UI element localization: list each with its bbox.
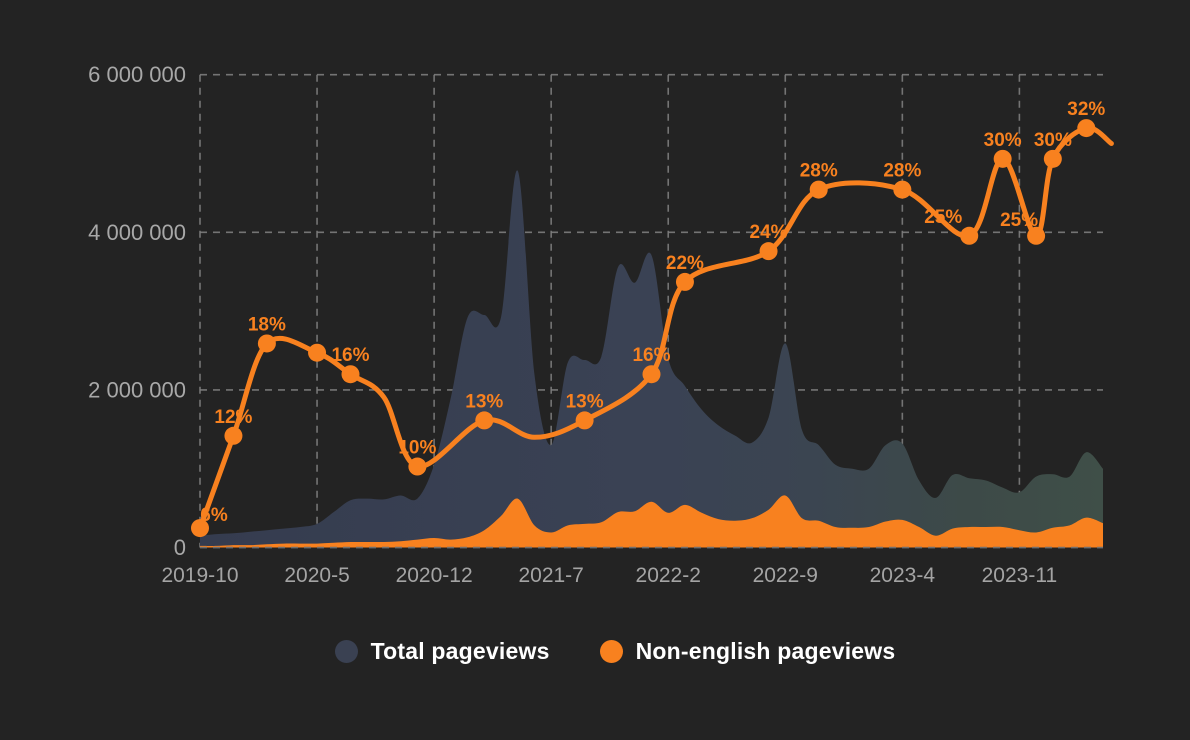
y-axis-tick-label: 0 — [174, 535, 186, 560]
percent-point-marker — [642, 365, 661, 384]
percent-point-label: 13% — [465, 391, 503, 412]
x-axis-tick-label: 2019-10 — [161, 564, 238, 587]
x-axis-tick-label: 2023-4 — [870, 564, 936, 587]
percent-point-marker — [575, 411, 594, 430]
percent-point-marker — [960, 226, 979, 245]
percent-point-label: 24% — [750, 222, 788, 243]
x-axis-tick-label: 2020-5 — [284, 564, 349, 587]
percent-point-label: 30% — [984, 130, 1022, 151]
y-axis-tick-label: 4 000 000 — [88, 220, 186, 245]
x-axis-tick-label: 2023-11 — [982, 564, 1058, 587]
legend-dot-icon — [599, 639, 623, 663]
percent-point-marker — [809, 180, 828, 199]
percent-point-label: 16% — [632, 345, 670, 366]
legend-dot-icon — [334, 639, 358, 663]
percent-point-label: 6% — [200, 505, 228, 526]
percent-point-label: 30% — [1034, 130, 1072, 151]
legend-item-total-pageviews[interactable]: Total pageviews — [334, 637, 550, 665]
percent-point-label: 16% — [331, 345, 369, 366]
percent-point-marker — [408, 457, 427, 476]
percent-point-marker — [893, 180, 912, 199]
percent-point-marker — [993, 149, 1012, 168]
percent-line-path — [197, 125, 1114, 531]
percent-point-label: 13% — [566, 391, 604, 412]
total-pageviews-path — [200, 170, 1103, 548]
x-axis-tick-label: 2021-7 — [518, 564, 583, 587]
y-axis-labels: 0 2 000 000 4 000 000 6 000 000 — [88, 62, 186, 560]
non-english-pageviews-area — [200, 495, 1103, 548]
percent-point-marker — [1043, 149, 1062, 168]
gridlines — [199, 73, 1103, 549]
percent-point-marker — [308, 343, 327, 362]
percent-line-labels: 6% 12% 18% 16% 10% 13% 13% 16% 22% 24% 28% 28% 25% 30… — [200, 99, 1105, 526]
legend-label: Non-english pageviews — [635, 637, 896, 664]
percent-point-marker — [675, 272, 694, 291]
total-pageviews-area — [200, 170, 1103, 548]
percent-point-marker — [475, 411, 494, 430]
non-english-pageviews-path — [200, 495, 1103, 548]
legend-label: Total pageviews — [370, 637, 550, 664]
percent-point-label: 25% — [1000, 210, 1038, 231]
percent-point-label: 32% — [1067, 99, 1105, 120]
percent-line-markers — [191, 119, 1096, 538]
percent-point-label: 25% — [924, 207, 962, 228]
percent-line — [197, 125, 1114, 531]
x-axis-labels: 2019-10 2020-5 2020-12 2021-7 2022-2 2022-9 20… — [161, 564, 1057, 587]
percent-point-marker — [224, 426, 243, 445]
percent-point-marker — [191, 519, 209, 538]
percent-point-marker — [341, 365, 360, 384]
percent-point-label: 28% — [800, 161, 838, 182]
percent-point-label: 28% — [883, 161, 921, 182]
percent-point-label: 12% — [214, 407, 252, 428]
percent-point-marker — [1027, 226, 1046, 245]
percent-point-marker — [759, 242, 778, 261]
percent-point-marker — [1077, 119, 1096, 138]
percent-point-label: 22% — [666, 253, 704, 274]
legend: Total pageviews Non-english pageviews — [40, 636, 1190, 666]
legend-item-non-english-pageviews[interactable]: Non-english pageviews — [599, 637, 896, 665]
percent-point-label: 18% — [248, 314, 286, 335]
percent-point-marker — [257, 334, 276, 353]
x-axis-tick-label: 2022-2 — [636, 564, 701, 587]
percent-point-label: 10% — [398, 438, 436, 459]
x-axis-tick-label: 2020-12 — [396, 564, 473, 587]
y-axis-tick-label: 2 000 000 — [88, 377, 186, 402]
x-axis-tick-label: 2022-9 — [753, 564, 818, 587]
y-axis-tick-label: 6 000 000 — [88, 62, 186, 87]
